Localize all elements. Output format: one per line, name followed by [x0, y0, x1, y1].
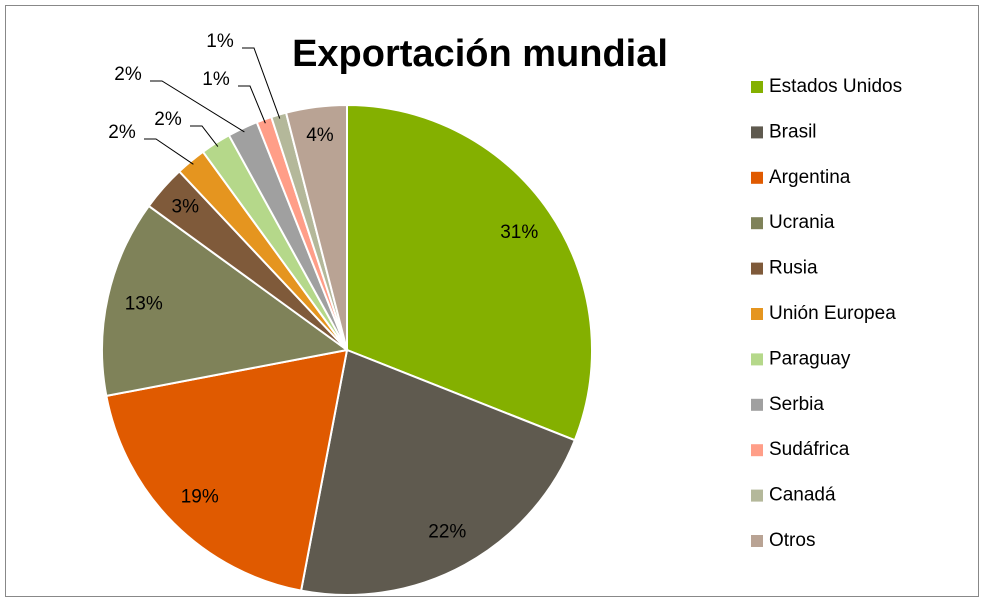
legend-label: Argentina: [769, 167, 851, 188]
chart-title: Exportación mundial: [292, 33, 668, 75]
pie-slice: [101, 204, 350, 398]
data-label: 3%: [172, 196, 200, 217]
legend-label: Brasil: [769, 121, 817, 142]
legend-label: Estados Unidos: [769, 76, 902, 97]
leader-line: [144, 138, 194, 165]
data-label: 4%: [306, 125, 334, 146]
legend-swatch: [751, 353, 763, 366]
legend-swatch: [751, 171, 763, 184]
data-label: 22%: [428, 522, 466, 543]
data-label: 2%: [154, 109, 182, 130]
legend-swatch: [751, 262, 763, 275]
pie-slice: [284, 103, 348, 351]
legend-swatch: [751, 444, 763, 457]
pie-slice: [105, 348, 349, 592]
legend-label: Serbia: [769, 394, 824, 415]
legend-swatch: [751, 126, 763, 139]
legend-swatch: [751, 489, 763, 502]
data-label: 19%: [181, 486, 219, 507]
legend-swatch: [751, 535, 763, 547]
pie-slice: [299, 348, 577, 596]
legend-label: Unión Europea: [769, 303, 896, 324]
leader-line: [238, 85, 266, 124]
legend-label: Ucrania: [769, 212, 835, 233]
legend-label: Paraguay: [769, 348, 851, 369]
legend-label: Canadá: [769, 485, 836, 506]
pie-slice: [346, 103, 593, 442]
legend-label: Otros: [769, 530, 815, 551]
leader-line: [242, 47, 281, 119]
data-label: 1%: [202, 69, 230, 90]
data-label: 2%: [108, 122, 136, 143]
legend-swatch: [751, 308, 763, 320]
legend-swatch: [751, 217, 763, 230]
data-label: 1%: [206, 31, 234, 52]
leader-line: [190, 125, 219, 147]
legend-label: Rusia: [769, 258, 818, 279]
legend-label: Sudáfrica: [769, 439, 850, 460]
legend-swatch: [751, 398, 763, 411]
data-label: 13%: [125, 294, 163, 315]
leader-line: [150, 80, 245, 133]
data-label: 2%: [114, 64, 142, 85]
legend-swatch: [751, 81, 763, 93]
data-label: 31%: [500, 222, 538, 243]
